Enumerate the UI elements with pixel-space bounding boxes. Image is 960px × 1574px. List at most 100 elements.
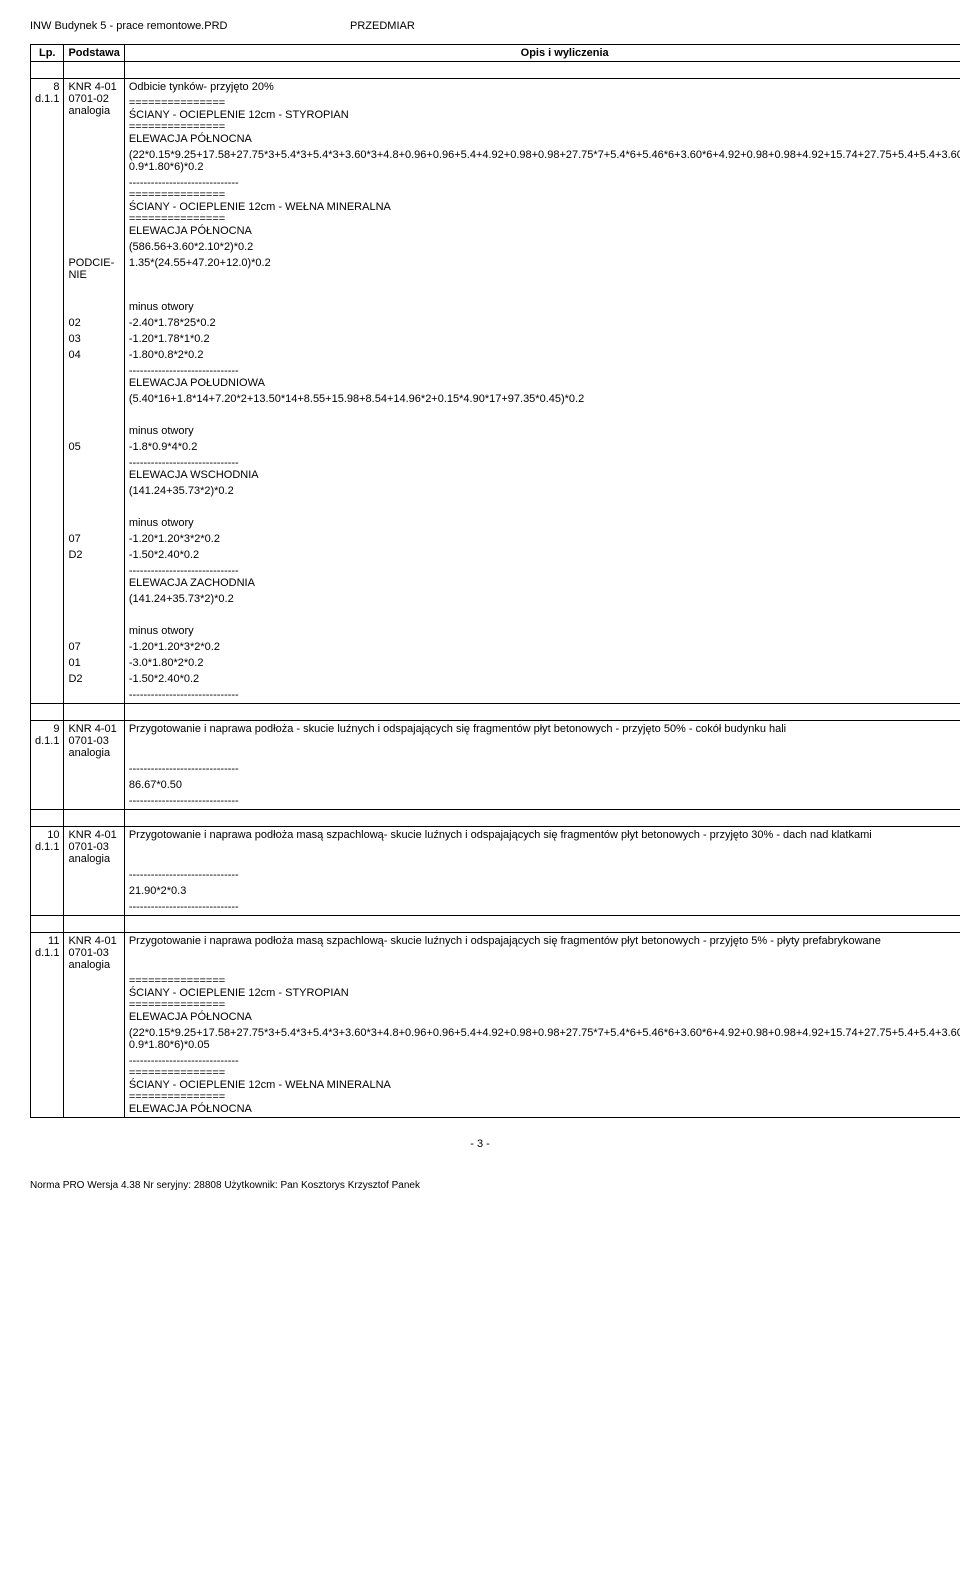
blank-row <box>31 407 960 423</box>
pod2: 0701-03 <box>68 947 119 959</box>
calc-row: 01 -3.0*1.80*2*0.2 m2 -2.160 <box>31 655 960 671</box>
item-title-row: 9 d.1.1 KNR 4-01 0701-03 analogia Przygo… <box>31 721 960 762</box>
otw-label: 01 <box>64 655 124 671</box>
minus-otwory: minus otwory <box>124 423 960 439</box>
minus-otwory: minus otwory <box>124 299 960 315</box>
dref: d.1.1 <box>35 841 59 853</box>
pod1: KNR 4-01 <box>68 723 119 735</box>
calc-row: =============== ŚCIANY - OCIEPLENIE 12cm… <box>31 95 960 147</box>
calc-row: ------------------------------ ELEWACJA … <box>31 455 960 483</box>
calc-row: 02 -2.40*1.78*25*0.2 m2 -21.360 <box>31 315 960 331</box>
dash: ------------------------------ <box>129 177 960 189</box>
blank-row <box>31 607 960 623</box>
expr: -1.8*0.9*4*0.2 <box>124 439 960 455</box>
dash: ------------------------------ <box>124 867 960 883</box>
otw-label: 03 <box>64 331 124 347</box>
dash: ------------------------------ <box>129 457 960 469</box>
blank-row <box>31 283 960 299</box>
calc-row: =============== ŚCIANY - OCIEPLENIE 12cm… <box>31 973 960 1025</box>
calc-row: (22*0.15*9.25+17.58+27.75*3+5.4*3+5.4*3+… <box>31 1025 960 1053</box>
elew-w: ELEWACJA WSCHODNIA <box>129 469 960 481</box>
elew-pn: ELEWACJA PÓŁNOCNA <box>129 225 960 237</box>
calc-row: 86.67*0.50 m2 43.335 <box>31 777 960 793</box>
expr: (5.40*16+1.8*14+7.20*2+13.50*14+8.55+15.… <box>124 391 960 407</box>
razem-row: RAZEM 43.335 <box>31 810 960 827</box>
styro: ŚCIANY - OCIEPLENIE 12cm - STYROPIAN <box>129 987 960 999</box>
elew-pn: ELEWACJA PÓŁNOCNA <box>129 1103 960 1115</box>
otw-label: 04 <box>64 347 124 363</box>
minus-otwory: minus otwory <box>124 623 960 639</box>
calc-row: minus otwory <box>31 299 960 315</box>
elew-pn: ELEWACJA PÓŁNOCNA <box>129 1011 960 1023</box>
item-title-row: 10 d.1.1 KNR 4-01 0701-03 analogia Przyg… <box>31 827 960 868</box>
razem-row: RAZEM 13.140 <box>31 916 960 933</box>
calc-row: ------------------------------ <box>31 867 960 883</box>
calc-row: ------------------------------ <box>31 899 960 916</box>
title: Przygotowanie i naprawa podłoża masą szp… <box>124 933 960 974</box>
page-number: - 3 - <box>30 1138 930 1150</box>
expr: (141.24+35.73*2)*0.2 <box>124 591 960 607</box>
lp: 10 <box>35 829 59 841</box>
doc-header-right: PRZEDMIAR <box>350 20 930 32</box>
calc-row: ------------------------------ ELEWACJA … <box>31 363 960 391</box>
expr: -3.0*1.80*2*0.2 <box>124 655 960 671</box>
sep: =============== <box>129 189 960 201</box>
calc-row: ------------------------------ =========… <box>31 1053 960 1118</box>
item-title-row: 8 d.1.1 KNR 4-01 0701-02 analogia Odbici… <box>31 79 960 96</box>
title: Przygotowanie i naprawa podłoża masą szp… <box>124 827 960 868</box>
lp: 8 <box>35 81 59 93</box>
otw-label: 02 <box>64 315 124 331</box>
title: Przygotowanie i naprawa podłoża - skucie… <box>124 721 960 762</box>
dash: ------------------------------ <box>124 761 960 777</box>
calc-row: 04 -1.80*0.8*2*0.2 m2 -0.576 <box>31 347 960 363</box>
dash: ------------------------------ <box>124 793 960 810</box>
pod3: analogia <box>68 959 119 971</box>
col-opis: Opis i wyliczenia <box>124 45 960 62</box>
calc-row: ------------------------------ <box>31 793 960 810</box>
minus-otwory: minus otwory <box>124 515 960 531</box>
dash: ------------------------------ <box>129 565 960 577</box>
col-podstawa: Podstawa <box>64 45 124 62</box>
razem-row: RAZEM 2.300 <box>31 62 960 79</box>
sep: =============== <box>129 213 960 225</box>
sep: =============== <box>129 97 960 109</box>
dref: d.1.1 <box>35 947 59 959</box>
pod3: analogia <box>68 747 119 759</box>
expr: -1.20*1.20*3*2*0.2 <box>124 531 960 547</box>
pod1: KNR 4-01 <box>68 829 119 841</box>
dash: ------------------------------ <box>124 687 960 704</box>
elew-pd: ELEWACJA POŁUDNIOWA <box>129 377 960 389</box>
blank-row <box>31 499 960 515</box>
expr: -1.20*1.20*3*2*0.2 <box>124 639 960 655</box>
calc-row: (141.24+35.73*2)*0.2 m2 42.540 <box>31 483 960 499</box>
otw-label: 07 <box>64 639 124 655</box>
calc-row: ------------------------------ =========… <box>31 175 960 239</box>
item-title-row: 11 d.1.1 KNR 4-01 0701-03 analogia Przyg… <box>31 933 960 974</box>
styro: ŚCIANY - OCIEPLENIE 12cm - STYROPIAN <box>129 109 960 121</box>
razem-row: RAZEM 394.596 <box>31 704 960 721</box>
pod3: analogia <box>68 853 119 865</box>
podcienie: PODCIE-NIE <box>64 255 124 283</box>
pod1: KNR 4-01 <box>68 935 119 947</box>
calc-row: ------------------------------ ELEWACJA … <box>31 563 960 591</box>
table-header-row: Lp. Podstawa Opis i wyliczenia j.m. Posz… <box>31 45 960 62</box>
dref: d.1.1 <box>35 735 59 747</box>
expr: 1.35*(24.55+47.20+12.0)*0.2 <box>124 255 960 283</box>
expr: (22*0.15*9.25+17.58+27.75*3+5.4*3+5.4*3+… <box>124 147 960 175</box>
dash: ------------------------------ <box>129 365 960 377</box>
col-lp: Lp. <box>31 45 64 62</box>
expr: -1.50*2.40*0.2 <box>124 547 960 563</box>
lp: 11 <box>35 935 59 947</box>
dref: d.1.1 <box>35 93 59 105</box>
otw-label: D2 <box>64 547 124 563</box>
doc-header: INW Budynek 5 - prace remontowe.PRD PRZE… <box>30 20 930 32</box>
calc-row: D2 -1.50*2.40*0.2 m2 -0.720 <box>31 547 960 563</box>
pod1: KNR 4-01 <box>68 81 119 93</box>
welna: ŚCIANY - OCIEPLENIE 12cm - WEŁNA MINERAL… <box>129 1079 960 1091</box>
expr: (141.24+35.73*2)*0.2 <box>124 483 960 499</box>
calc-row: 07 -1.20*1.20*3*2*0.2 m2 -1.728 <box>31 639 960 655</box>
calc-row: 21.90*2*0.3 m2 13.140 <box>31 883 960 899</box>
pod2: 0701-03 <box>68 841 119 853</box>
calc-row: (586.56+3.60*2.10*2)*0.2 m2 120.336 <box>31 239 960 255</box>
calc-row: 03 -1.20*1.78*1*0.2 m2 -0.427 <box>31 331 960 347</box>
